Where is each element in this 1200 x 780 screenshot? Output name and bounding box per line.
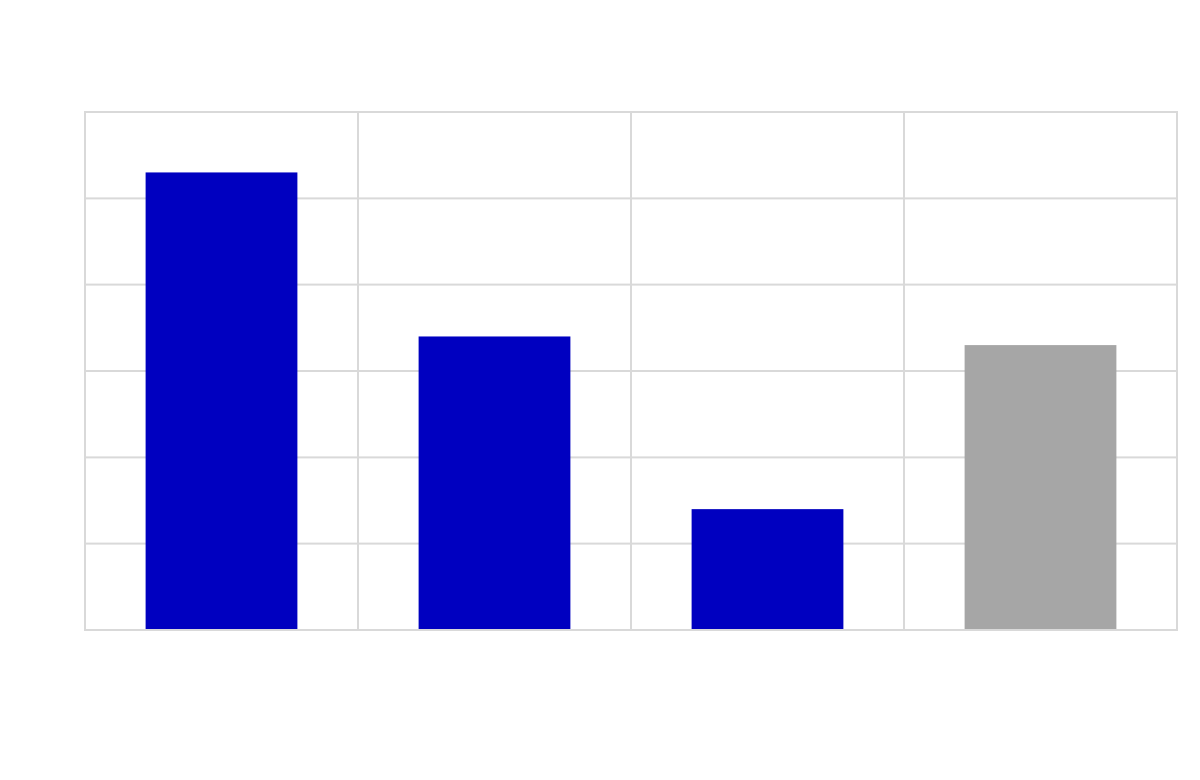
plot-frame: [84, 111, 1178, 631]
bar-3: [691, 509, 844, 630]
bar-1: [145, 172, 298, 630]
bar-4: [964, 345, 1117, 630]
bar-layer: [145, 172, 1117, 630]
bar-2: [418, 336, 571, 630]
